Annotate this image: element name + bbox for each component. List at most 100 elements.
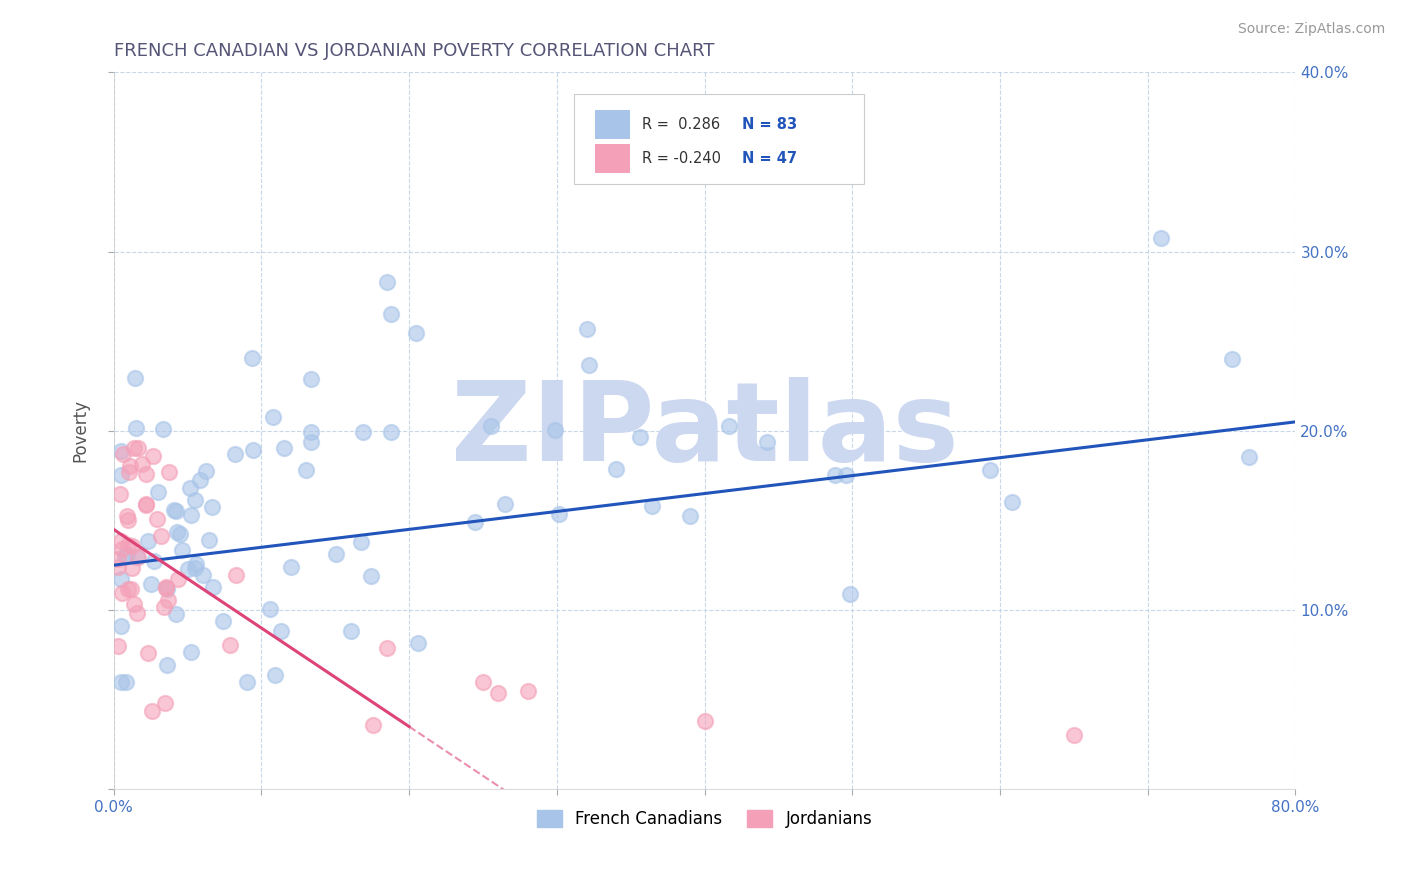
Point — [262, 409, 284, 424]
Point — [380, 307, 402, 321]
Point — [184, 558, 207, 572]
Point — [141, 705, 163, 719]
Text: R = -0.240: R = -0.240 — [643, 151, 721, 166]
Point — [122, 441, 145, 455]
Text: R =  0.286: R = 0.286 — [643, 117, 720, 132]
Point — [350, 535, 373, 549]
Point — [107, 552, 129, 566]
Text: N = 47: N = 47 — [742, 151, 797, 166]
Point — [180, 508, 202, 522]
Point — [471, 675, 494, 690]
Point — [195, 465, 218, 479]
Point — [259, 601, 281, 615]
Point — [110, 534, 132, 549]
Point — [1001, 495, 1024, 509]
Point — [152, 422, 174, 436]
Point — [125, 549, 148, 564]
Text: Source: ZipAtlas.com: Source: ZipAtlas.com — [1237, 22, 1385, 37]
Point — [693, 714, 716, 729]
Point — [299, 372, 322, 386]
Point — [340, 624, 363, 638]
Point — [127, 550, 149, 565]
Legend: French Canadians, Jordanians: French Canadians, Jordanians — [530, 803, 879, 835]
Point — [839, 587, 862, 601]
Point — [264, 667, 287, 681]
Point — [380, 425, 402, 439]
Point — [360, 569, 382, 583]
Point — [494, 497, 516, 511]
Point — [184, 492, 207, 507]
Point — [121, 539, 143, 553]
Point — [170, 543, 193, 558]
Point — [136, 646, 159, 660]
Point — [127, 606, 149, 620]
Point — [165, 504, 187, 518]
Point — [111, 541, 134, 556]
Point — [325, 547, 347, 561]
Point — [146, 485, 169, 500]
Point — [125, 421, 148, 435]
Point — [131, 457, 153, 471]
Point — [107, 639, 129, 653]
Point — [114, 549, 136, 564]
Point — [363, 718, 385, 732]
Point — [377, 640, 399, 655]
Point — [121, 561, 143, 575]
Point — [108, 487, 131, 501]
Point — [157, 465, 180, 479]
Point — [224, 447, 246, 461]
Point — [834, 467, 856, 482]
Point — [127, 442, 149, 456]
FancyBboxPatch shape — [595, 145, 630, 173]
Point — [117, 582, 139, 596]
Point — [110, 674, 132, 689]
Point — [184, 560, 207, 574]
FancyBboxPatch shape — [595, 111, 630, 139]
Point — [110, 572, 132, 586]
Point — [150, 529, 173, 543]
Point — [201, 500, 224, 515]
Point — [156, 657, 179, 672]
Point — [155, 581, 177, 595]
Point — [280, 559, 302, 574]
Point — [180, 645, 202, 659]
Point — [188, 473, 211, 487]
Point — [547, 507, 569, 521]
Point — [163, 503, 186, 517]
Y-axis label: Poverty: Poverty — [72, 400, 89, 462]
Point — [179, 481, 201, 495]
Point — [755, 435, 778, 450]
Point — [211, 614, 233, 628]
Point — [120, 582, 142, 596]
Point — [117, 538, 139, 552]
Point — [191, 567, 214, 582]
Point — [110, 444, 132, 458]
Point — [1063, 729, 1085, 743]
Point — [576, 322, 599, 336]
Point — [979, 462, 1001, 476]
Point — [405, 326, 427, 340]
Point — [165, 607, 187, 621]
Point — [166, 525, 188, 540]
Point — [110, 618, 132, 632]
Point — [124, 597, 146, 611]
Point — [155, 581, 177, 595]
Point — [107, 560, 129, 574]
Point — [641, 499, 664, 513]
FancyBboxPatch shape — [575, 94, 865, 184]
Point — [142, 554, 165, 568]
Point — [464, 515, 486, 529]
Point — [135, 498, 157, 512]
Point — [408, 635, 430, 649]
Point — [375, 276, 398, 290]
Point — [299, 425, 322, 439]
Point — [299, 434, 322, 449]
Point — [197, 533, 219, 547]
Point — [169, 526, 191, 541]
Text: FRENCH CANADIAN VS JORDANIAN POVERTY CORRELATION CHART: FRENCH CANADIAN VS JORDANIAN POVERTY COR… — [114, 42, 714, 60]
Point — [273, 441, 295, 455]
Point — [135, 497, 157, 511]
Point — [156, 582, 179, 597]
Point — [1220, 352, 1243, 367]
Point — [517, 683, 540, 698]
